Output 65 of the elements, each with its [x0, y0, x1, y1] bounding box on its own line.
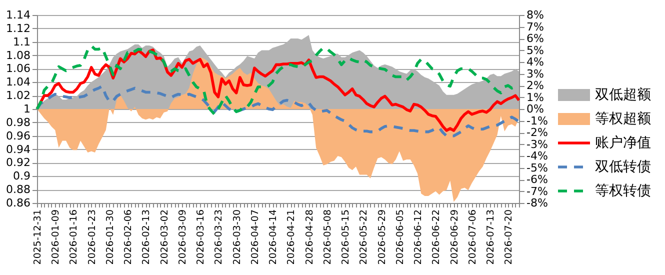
- x-tick-label: 2026-01-09: [50, 210, 62, 265]
- legend-label: 账户净值: [595, 135, 651, 151]
- y-tick-label: 0.9: [13, 170, 30, 183]
- x-tick-label: 2025-12-31: [32, 210, 44, 265]
- y2-tick-label: 3%: [526, 67, 544, 80]
- x-tick-label: 2026-03-23: [214, 210, 225, 265]
- y2-tick-label: -8%: [526, 196, 548, 210]
- y-tick-label: 1: [24, 102, 30, 116]
- y2-tick-label: -3%: [526, 138, 548, 151]
- y2-tick-label: 5%: [526, 44, 544, 57]
- y-tick-label: 0.96: [6, 129, 30, 142]
- y2-tick-label: 0%: [526, 102, 544, 116]
- x-tick-label: 2026-01-16: [68, 210, 80, 265]
- legend-label: 等权超额: [595, 111, 651, 127]
- x-tick-label: 2026-04-28: [304, 210, 316, 265]
- y2-tick-label: 4%: [526, 56, 544, 68]
- x-tick-label: 2026-05-08: [322, 210, 334, 265]
- x-tick-label: 2026-04-21: [286, 210, 298, 265]
- x-tick-label: 2026-05-22: [358, 210, 370, 265]
- y-tick-label: 1.02: [6, 89, 30, 102]
- x-tick-label: 2026-03-16: [196, 210, 207, 265]
- x-tick-label: 2026-03-09: [177, 210, 188, 265]
- y2-tick-label: 6%: [526, 32, 544, 45]
- line-series: [36, 84, 520, 138]
- y-tick-label: 1.06: [6, 62, 30, 76]
- y-tick-label: 0.86: [6, 196, 30, 210]
- y2-tick-label: 1%: [526, 90, 544, 104]
- x-tick-label: 2026-04-14: [268, 210, 280, 265]
- y-tick-label: 0.88: [6, 183, 30, 196]
- x-tick-label: 2026-03-30: [232, 210, 243, 265]
- x-tick-label: 2026-06-12: [413, 210, 424, 265]
- x-tick-label: 2026-07-13: [486, 210, 497, 265]
- y2-tick-label: 2%: [526, 79, 544, 92]
- y-tick-label: 0.98: [6, 116, 30, 129]
- legend-label: 双低转债: [595, 159, 651, 175]
- y-tick-label: 0.92: [6, 156, 30, 170]
- y2-tick-label: -4%: [526, 150, 548, 162]
- y-tick-label: 1.12: [6, 22, 30, 35]
- x-tick-label: 2026-05-29: [376, 210, 388, 265]
- y-tick-label: 1.14: [6, 8, 30, 22]
- x-tick-label: 2026-01-30: [104, 210, 116, 265]
- y2-tick-label: -6%: [526, 173, 548, 186]
- y-tick-label: 1.1: [13, 35, 30, 48]
- x-tick-label: 2026-06-05: [394, 210, 406, 265]
- x-tick-label: 2026-03-02: [159, 210, 170, 265]
- x-tick-label: 2026-07-06: [467, 210, 478, 265]
- legend-label: 等权转债: [595, 183, 651, 199]
- x-tick-label: 2026-01-23: [86, 210, 98, 265]
- y2-tick-label: -2%: [526, 126, 548, 139]
- y-tick-label: 0.94: [6, 142, 30, 156]
- y-tick-label: 1.04: [6, 76, 30, 89]
- x-tick-label: 2026-06-22: [431, 210, 442, 265]
- x-tick-label: 2026-02-13: [141, 210, 152, 265]
- legend-label: 双低超额: [595, 87, 651, 103]
- x-tick-label: 2026-04-07: [250, 210, 261, 265]
- x-tick-label: 2026-02-06: [123, 210, 134, 265]
- x-tick-label: 2026-06-29: [449, 210, 460, 265]
- y2-tick-label: -1%: [526, 114, 548, 128]
- x-tick-label: 2026-05-15: [340, 210, 352, 265]
- y-tick-label: 1.08: [6, 48, 30, 62]
- y2-tick-label: 7%: [526, 20, 544, 34]
- x-tick-label: 2026-07-20: [504, 210, 515, 265]
- y2-tick-label: -5%: [526, 161, 548, 174]
- y2-tick-label: -7%: [526, 184, 548, 198]
- y2-tick-label: 8%: [526, 8, 544, 22]
